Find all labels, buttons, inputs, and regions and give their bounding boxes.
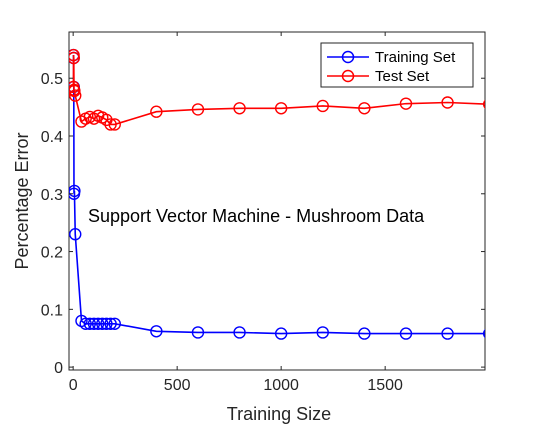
y-tick-label: 0.5 <box>41 71 63 88</box>
x-axis-title: Training Size <box>227 404 331 424</box>
x-tick-label: 500 <box>164 377 191 394</box>
y-tick-label: 0 <box>54 360 63 377</box>
x-tick-label: 0 <box>69 377 78 394</box>
chart-annotation: Support Vector Machine - Mushroom Data <box>88 206 425 226</box>
y-tick-label: 0.2 <box>41 245 63 262</box>
legend-label-training: Training Set <box>375 49 456 66</box>
legend: Training Set Test Set <box>321 43 473 87</box>
legend-label-test: Test Set <box>375 68 430 85</box>
y-axis-title: Percentage Error <box>12 132 32 269</box>
y-tick-label: 0.4 <box>41 129 63 146</box>
y-tick-label: 0.3 <box>41 187 63 204</box>
x-tick-label: 1000 <box>263 377 299 394</box>
x-tick-label: 1500 <box>367 377 403 394</box>
y-tick-label: 0.1 <box>41 302 63 319</box>
